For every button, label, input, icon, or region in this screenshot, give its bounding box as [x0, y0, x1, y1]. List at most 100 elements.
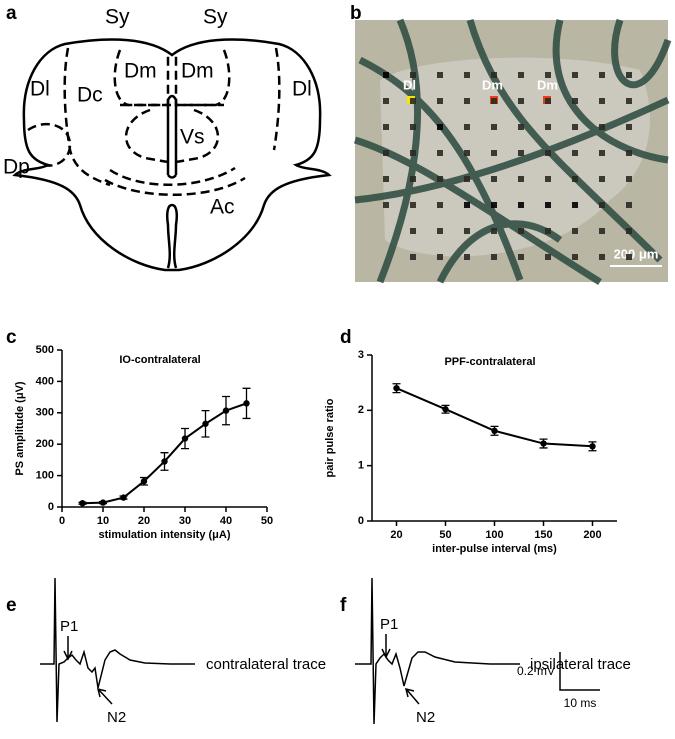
electrode: [491, 124, 497, 130]
brain-diagram: Sy Sy Dm Dm Dl Dc Dl Vs Dp Ac: [3, 6, 332, 272]
electrode: [545, 176, 551, 182]
y-tick-label: 300: [36, 407, 54, 419]
region-label: Dm: [124, 60, 157, 83]
y-tick-label: 0: [358, 515, 364, 527]
x-tick-label: 40: [220, 515, 232, 527]
electrode: [572, 202, 578, 208]
peak-label: P1: [380, 616, 398, 633]
electrode: [464, 176, 470, 182]
y-axis-label: pair pulse ratio: [324, 398, 336, 477]
electrode: [491, 176, 497, 182]
data-point: [243, 400, 250, 407]
region-label: Vs: [180, 126, 205, 149]
panel-label: b: [350, 3, 362, 24]
electrode: [572, 150, 578, 156]
electrode: [626, 124, 632, 130]
scale-label: 0.2 mV: [517, 664, 555, 678]
electrode: [545, 124, 551, 130]
electrode: [626, 176, 632, 182]
trace-label: ipsilateral trace: [530, 656, 631, 673]
panel-label: c: [6, 327, 17, 348]
electrode: [437, 228, 443, 234]
electrode: [383, 202, 389, 208]
x-tick-label: 200: [583, 529, 601, 541]
electrode: [518, 254, 524, 260]
electrode: [626, 98, 632, 104]
electrode: [437, 124, 443, 130]
x-tick-label: 20: [138, 515, 150, 527]
electrode: [464, 254, 470, 260]
x-tick-label: 10: [97, 515, 109, 527]
electrode: [626, 72, 632, 78]
data-point: [120, 494, 127, 501]
y-tick-label: 0: [48, 501, 54, 513]
electrode: [518, 124, 524, 130]
electrode: [599, 124, 605, 130]
data-point: [140, 478, 148, 485]
data-point: [161, 458, 168, 465]
electrode: [545, 150, 551, 156]
panel-label: e: [6, 595, 17, 616]
electrode: [383, 72, 389, 78]
scale-label: 10 ms: [564, 696, 597, 710]
peak-label: N2: [416, 709, 435, 726]
electrode: [410, 124, 416, 130]
x-axis-label: inter-pulse interval (ms): [432, 543, 557, 555]
x-tick-label: 100: [485, 529, 503, 541]
electrode: [599, 254, 605, 260]
data-point: [202, 420, 209, 427]
x-axis-label: stimulation intensity (μA): [98, 529, 230, 541]
panel-label: d: [340, 327, 352, 348]
electrode: [626, 228, 632, 234]
electrode: [383, 150, 389, 156]
electrode: [572, 124, 578, 130]
electrode-label: Dm: [482, 77, 503, 92]
electrode: [464, 98, 470, 104]
y-tick-label: 200: [36, 438, 54, 450]
micrograph: Dl Dm Dm 200 μm: [353, 18, 672, 285]
region-label: Dp: [3, 156, 30, 179]
x-tick-label: 150: [534, 529, 552, 541]
electrode-label: Dm: [537, 77, 558, 92]
electrode: [410, 72, 416, 78]
electrode: [491, 72, 497, 78]
electrode: [437, 150, 443, 156]
electrode: [518, 228, 524, 234]
electrode: [491, 202, 497, 208]
electrode: [599, 150, 605, 156]
electrode: [491, 150, 497, 156]
region-label: Sy: [203, 6, 228, 29]
data-line: [396, 387, 593, 448]
electrode: [599, 72, 605, 78]
region-label: Dc: [77, 84, 103, 107]
x-tick-label: 0: [59, 515, 65, 527]
trace-f: P1 N2 ipsilateral trace 0.2 mV 10 ms: [355, 577, 631, 726]
electrode: [464, 124, 470, 130]
electrode: [383, 124, 389, 130]
data-point: [222, 407, 230, 414]
scale-bar: [559, 652, 600, 691]
electrode: [626, 254, 632, 260]
y-tick-label: 400: [36, 375, 54, 387]
trace-label: contralateral trace: [206, 656, 326, 673]
panel-label: f: [340, 595, 347, 616]
electrode: [518, 202, 524, 208]
electrode: [599, 202, 605, 208]
electrode: [518, 98, 524, 104]
panel-label: a: [6, 3, 17, 24]
electrode: [572, 72, 578, 78]
electrode: [437, 98, 443, 104]
electrode: [410, 150, 416, 156]
y-tick-label: 2: [358, 404, 364, 416]
electrode: [491, 98, 497, 104]
electrode: [572, 228, 578, 234]
x-tick-label: 20: [390, 529, 402, 541]
electrode: [491, 228, 497, 234]
region-label: Dl: [30, 78, 50, 101]
electrode: [599, 228, 605, 234]
electrode: [464, 72, 470, 78]
data-point: [442, 406, 449, 413]
electrode: [410, 98, 416, 104]
electrode: [545, 202, 551, 208]
